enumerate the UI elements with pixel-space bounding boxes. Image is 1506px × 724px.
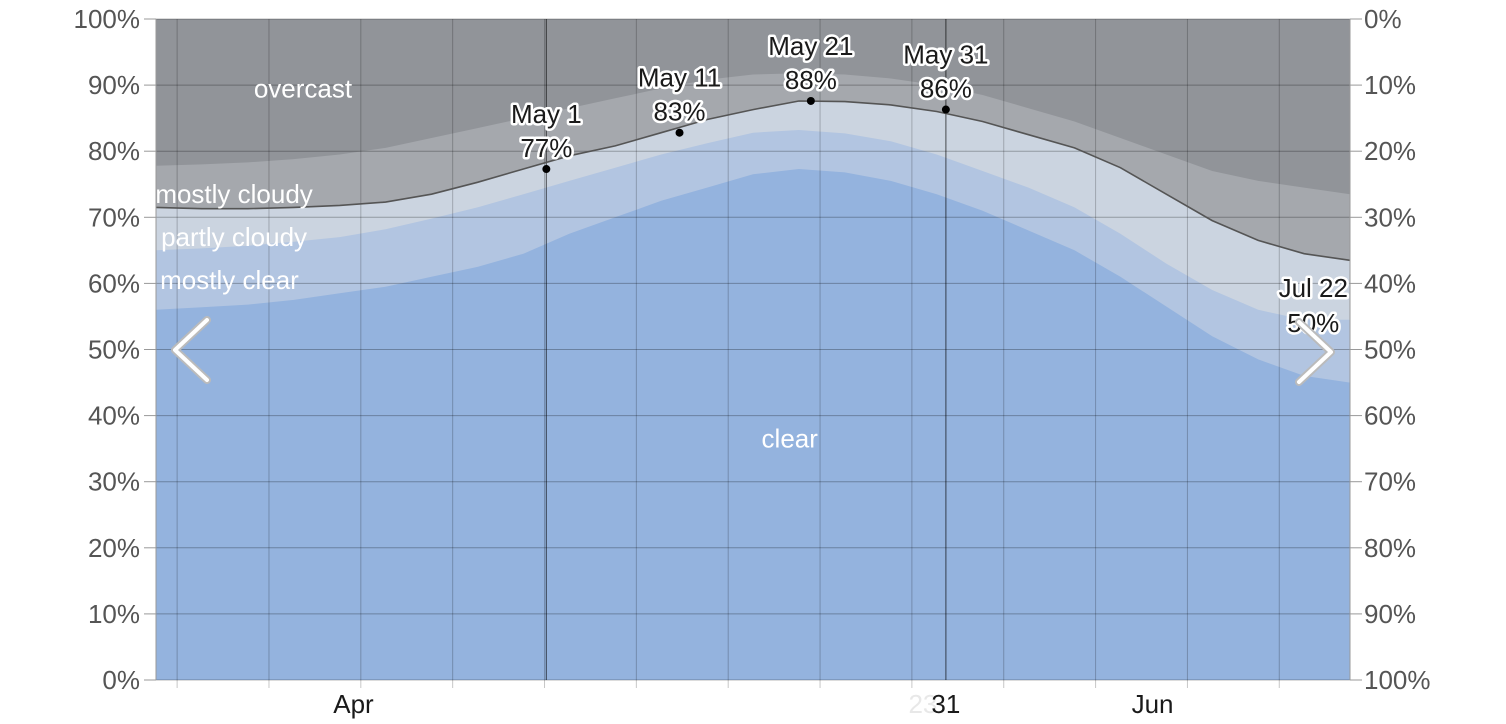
y-tick-label-left: 80% [88, 136, 140, 166]
y-tick-label-left: 20% [88, 533, 140, 563]
annotation-date: May 21 [768, 31, 853, 61]
chevron-left-fill [173, 318, 209, 382]
y-tick-label-right: 20% [1364, 136, 1416, 166]
y-tick-label-left: 70% [88, 202, 140, 232]
annotation-date: Jul 22 [1279, 273, 1348, 303]
annotation-point [542, 165, 551, 174]
chevron-left-icon[interactable] [171, 316, 211, 384]
band-label-mostly-clear: mostly clear [160, 265, 299, 295]
chevron-right-fill [1297, 320, 1333, 384]
band-label-mostly-cloudy: mostly cloudy [155, 179, 313, 209]
y-tick-label-right: 0% [1364, 4, 1402, 34]
band-label-clear: clear [762, 424, 819, 454]
annotation-point [806, 96, 815, 105]
y-tick-label-right: 30% [1364, 202, 1416, 232]
y-tick-label-right: 10% [1364, 70, 1416, 100]
band-clear [156, 169, 1350, 680]
y-tick-label-left: 50% [88, 335, 140, 365]
y-tick-label-right: 80% [1364, 533, 1416, 563]
y-tick-label-left: 60% [88, 268, 140, 298]
annotation-value: 77% [520, 133, 572, 163]
annotation-point [675, 128, 684, 137]
y-tick-label-left: 90% [88, 70, 140, 100]
annotation-date: May 31 [903, 40, 988, 70]
band-label-overcast: overcast [254, 73, 353, 103]
clear-sky-line [155, 100, 1351, 262]
annotation-value: 83% [653, 97, 705, 127]
y-tick-label-left: 100% [74, 4, 141, 34]
y-tick-label-left: 10% [88, 599, 140, 629]
annotation-value: 88% [785, 65, 837, 95]
annotation-date: May 1 [511, 99, 582, 129]
y-tick-label-right: 60% [1364, 401, 1416, 431]
x-tick-label: Apr [333, 689, 374, 719]
x-tick-label: 31 [931, 689, 960, 719]
annotation-point [941, 105, 950, 114]
x-tick-label: Jun [1132, 689, 1174, 719]
chevron-right-icon[interactable] [1295, 318, 1335, 386]
y-tick-label-left: 30% [88, 467, 140, 497]
y-tick-label-right: 50% [1364, 335, 1416, 365]
y-tick-label-right: 90% [1364, 599, 1416, 629]
x-tick-label: 23 [908, 689, 937, 719]
y-tick-label-right: 100% [1364, 665, 1431, 695]
y-tick-label-left: 40% [88, 401, 140, 431]
y-tick-label-left: 0% [102, 665, 140, 695]
band-label-partly-cloudy: partly cloudy [161, 222, 307, 252]
annotation-date: May 11 [638, 63, 721, 93]
y-tick-label-right: 70% [1364, 467, 1416, 497]
annotation-value: 86% [920, 74, 972, 104]
y-tick-label-right: 40% [1364, 268, 1416, 298]
